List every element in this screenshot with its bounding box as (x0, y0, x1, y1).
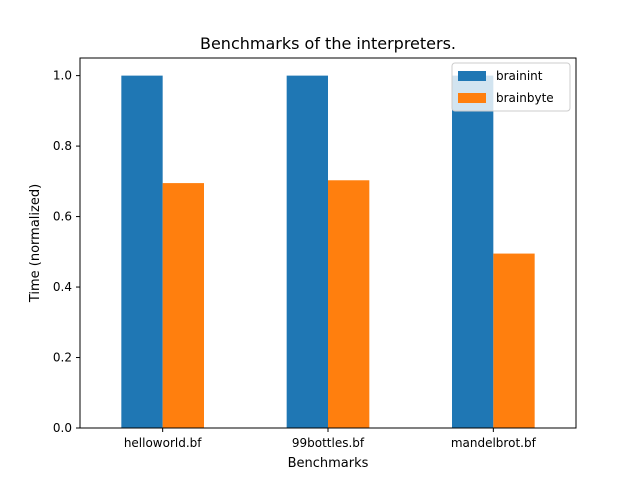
y-tick-label: 0.4 (53, 280, 72, 294)
y-axis-label: Time (normalized) (28, 184, 43, 303)
legend-label-brainint: brainint (496, 69, 543, 83)
bar-brainint-1 (286, 75, 328, 428)
legend-swatch-brainint (458, 71, 486, 81)
bars-group (121, 75, 535, 428)
plot-frame (79, 57, 577, 429)
x-tick-label: mandelbrot.bf (451, 436, 537, 450)
x-tick-label: helloworld.bf (124, 436, 202, 450)
bar-brainint-2 (452, 75, 494, 428)
bar-brainbyte-0 (162, 183, 204, 428)
x-axis-label: Benchmarks (288, 456, 369, 471)
legend-swatch-brainbyte (458, 93, 486, 103)
y-tick-label: 0.8 (53, 139, 72, 153)
y-tick-label: 0.6 (53, 210, 72, 224)
chart-title: Benchmarks of the interpreters. (200, 34, 456, 53)
bar-brainbyte-1 (328, 180, 370, 428)
y-tick-label: 1.0 (53, 69, 72, 83)
bar-brainbyte-2 (493, 253, 535, 428)
legend-label-brainbyte: brainbyte (496, 91, 554, 105)
y-tick-label: 0.2 (53, 351, 72, 365)
y-axis-ticks: 0.0 0.2 0.4 0.6 0.8 1.0 (53, 69, 80, 435)
y-tick-label: 0.0 (53, 421, 72, 435)
legend: brainint brainbyte (451, 62, 571, 112)
bar-brainint-0 (121, 75, 163, 428)
x-axis-ticks: helloworld.bf 99bottles.bf mandelbrot.bf (124, 428, 537, 450)
x-tick-label: 99bottles.bf (292, 436, 365, 450)
